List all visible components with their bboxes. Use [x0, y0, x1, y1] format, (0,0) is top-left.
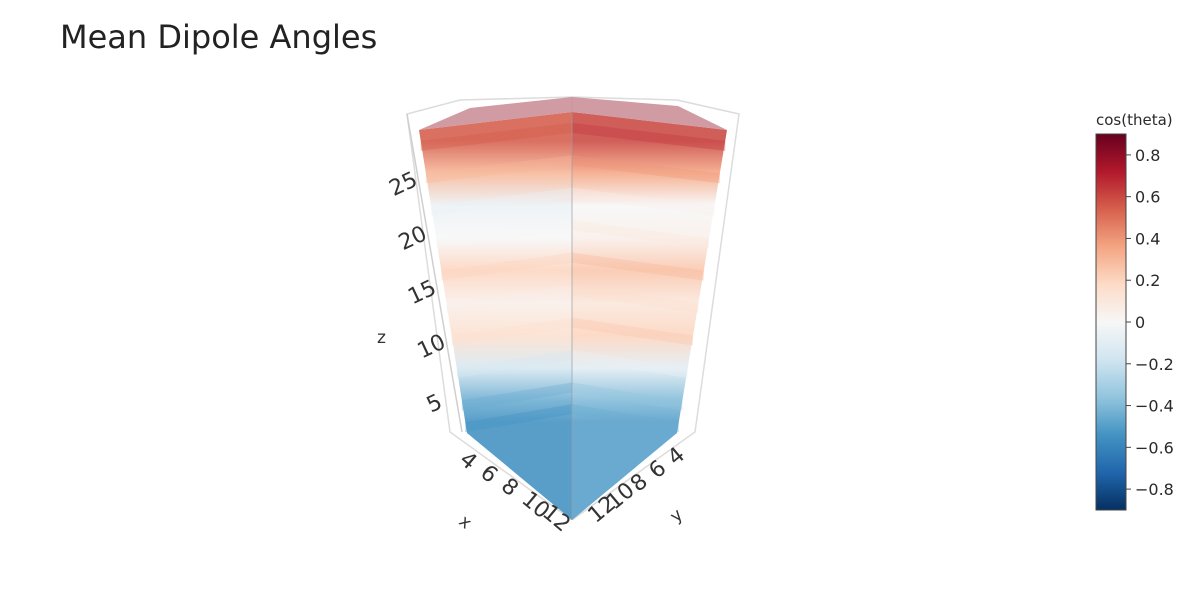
isosurface-band	[572, 252, 704, 281]
colorbar: cos(theta) 0.8 0.6 0.4 0.2 0 −0.2 −0.4 −0.6 −0.8	[1095, 111, 1174, 511]
x-axis-title: x	[455, 512, 476, 534]
isosurface-band	[572, 317, 694, 346]
x-tick-label: 6	[475, 460, 502, 488]
z-axis	[406, 113, 463, 433]
colorbar-title: cos(theta)	[1096, 111, 1173, 129]
isosurface-band	[425, 155, 572, 184]
isosurface-band	[420, 122, 572, 151]
z-tick-label: 25	[386, 167, 422, 201]
y-tick-label: 6	[645, 456, 672, 484]
isosurface-band	[572, 285, 699, 314]
z-tick-label: 5	[423, 390, 446, 419]
isosurface-band	[572, 350, 688, 379]
volume-left-face	[419, 112, 572, 520]
isosurface-band	[572, 382, 683, 411]
colorbar-tick-label: 0.6	[1135, 188, 1160, 207]
colorbar-tick-label: 0.8	[1135, 146, 1160, 165]
isosurface-band	[441, 252, 572, 281]
colorbar-tick-label: 0.2	[1135, 271, 1160, 290]
colorbar-tick-label: −0.4	[1135, 397, 1174, 416]
isosurface-band	[572, 122, 726, 151]
isosurface-band	[572, 187, 715, 216]
isosurface-band	[572, 155, 720, 184]
colorbar-gradient	[1095, 133, 1127, 511]
z-tick-label: 15	[404, 276, 440, 310]
isosurface-band	[572, 220, 710, 249]
z-tick-label: 10	[414, 330, 450, 364]
colorbar-tick-label: 0	[1135, 313, 1145, 332]
isosurface-band	[436, 220, 572, 249]
isosurface-bands	[420, 122, 726, 433]
isosurface-band	[456, 350, 572, 379]
isosurface-band	[461, 382, 572, 411]
isosurface-band	[465, 404, 572, 433]
z-axis-title: z	[377, 328, 386, 348]
volume-right-face	[572, 112, 727, 520]
colorbar-tick-label: −0.6	[1135, 438, 1174, 457]
isosurface-band	[572, 404, 679, 433]
y-tick-label: 4	[663, 443, 690, 471]
chart-title: Mean Dipole Angles	[60, 18, 378, 56]
colorbar-tick-label: 0.4	[1135, 229, 1160, 248]
y-axis-title: y	[666, 505, 687, 527]
colorbar-ticks: 0.8 0.6 0.4 0.2 0 −0.2 −0.4 −0.6 −0.8	[1126, 146, 1174, 499]
isosurface-band	[451, 317, 572, 346]
colorbar-tick-label: −0.8	[1135, 480, 1174, 499]
isosurface-band	[431, 187, 572, 216]
isosurface-band	[446, 285, 572, 314]
x-tick-label: 8	[496, 474, 523, 502]
volume-top-face	[419, 97, 727, 130]
colorbar-tick-label: −0.2	[1135, 355, 1174, 374]
